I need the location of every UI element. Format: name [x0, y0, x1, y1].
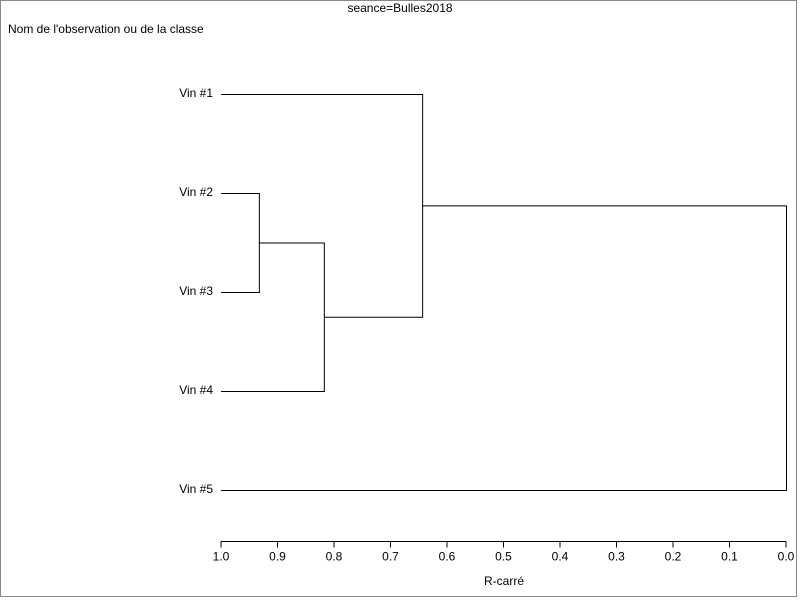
- x-tick-label: 0.4: [552, 550, 569, 564]
- x-tick-label: 0.0: [778, 550, 795, 564]
- leaf-label: Vin #4: [179, 383, 213, 397]
- chart-title: seance=Bulles2018: [347, 1, 452, 15]
- x-axis-label: R-carré: [484, 574, 524, 588]
- x-tick-label: 0.8: [326, 550, 343, 564]
- x-tick-label: 0.2: [665, 550, 682, 564]
- x-tick-label: 0.5: [495, 550, 512, 564]
- leaf-label: Vin #5: [179, 482, 213, 496]
- y-axis-label: Nom de l'observation ou de la classe: [8, 22, 204, 36]
- x-tick-label: 0.9: [269, 550, 286, 564]
- merge-bracket: [221, 242, 325, 392]
- merge-bracket: [221, 205, 787, 491]
- x-tick-label: 1.0: [213, 550, 230, 564]
- merge-bracket: [221, 193, 260, 293]
- merge-bracket: [221, 94, 424, 318]
- leaf-label: Vin #1: [179, 86, 213, 100]
- leaf-label: Vin #3: [179, 284, 213, 298]
- leaf-label: Vin #2: [179, 185, 213, 199]
- x-tick-label: 0.6: [439, 550, 456, 564]
- x-tick-label: 0.1: [721, 550, 738, 564]
- x-tick-label: 0.3: [608, 550, 625, 564]
- x-tick-label: 0.7: [382, 550, 399, 564]
